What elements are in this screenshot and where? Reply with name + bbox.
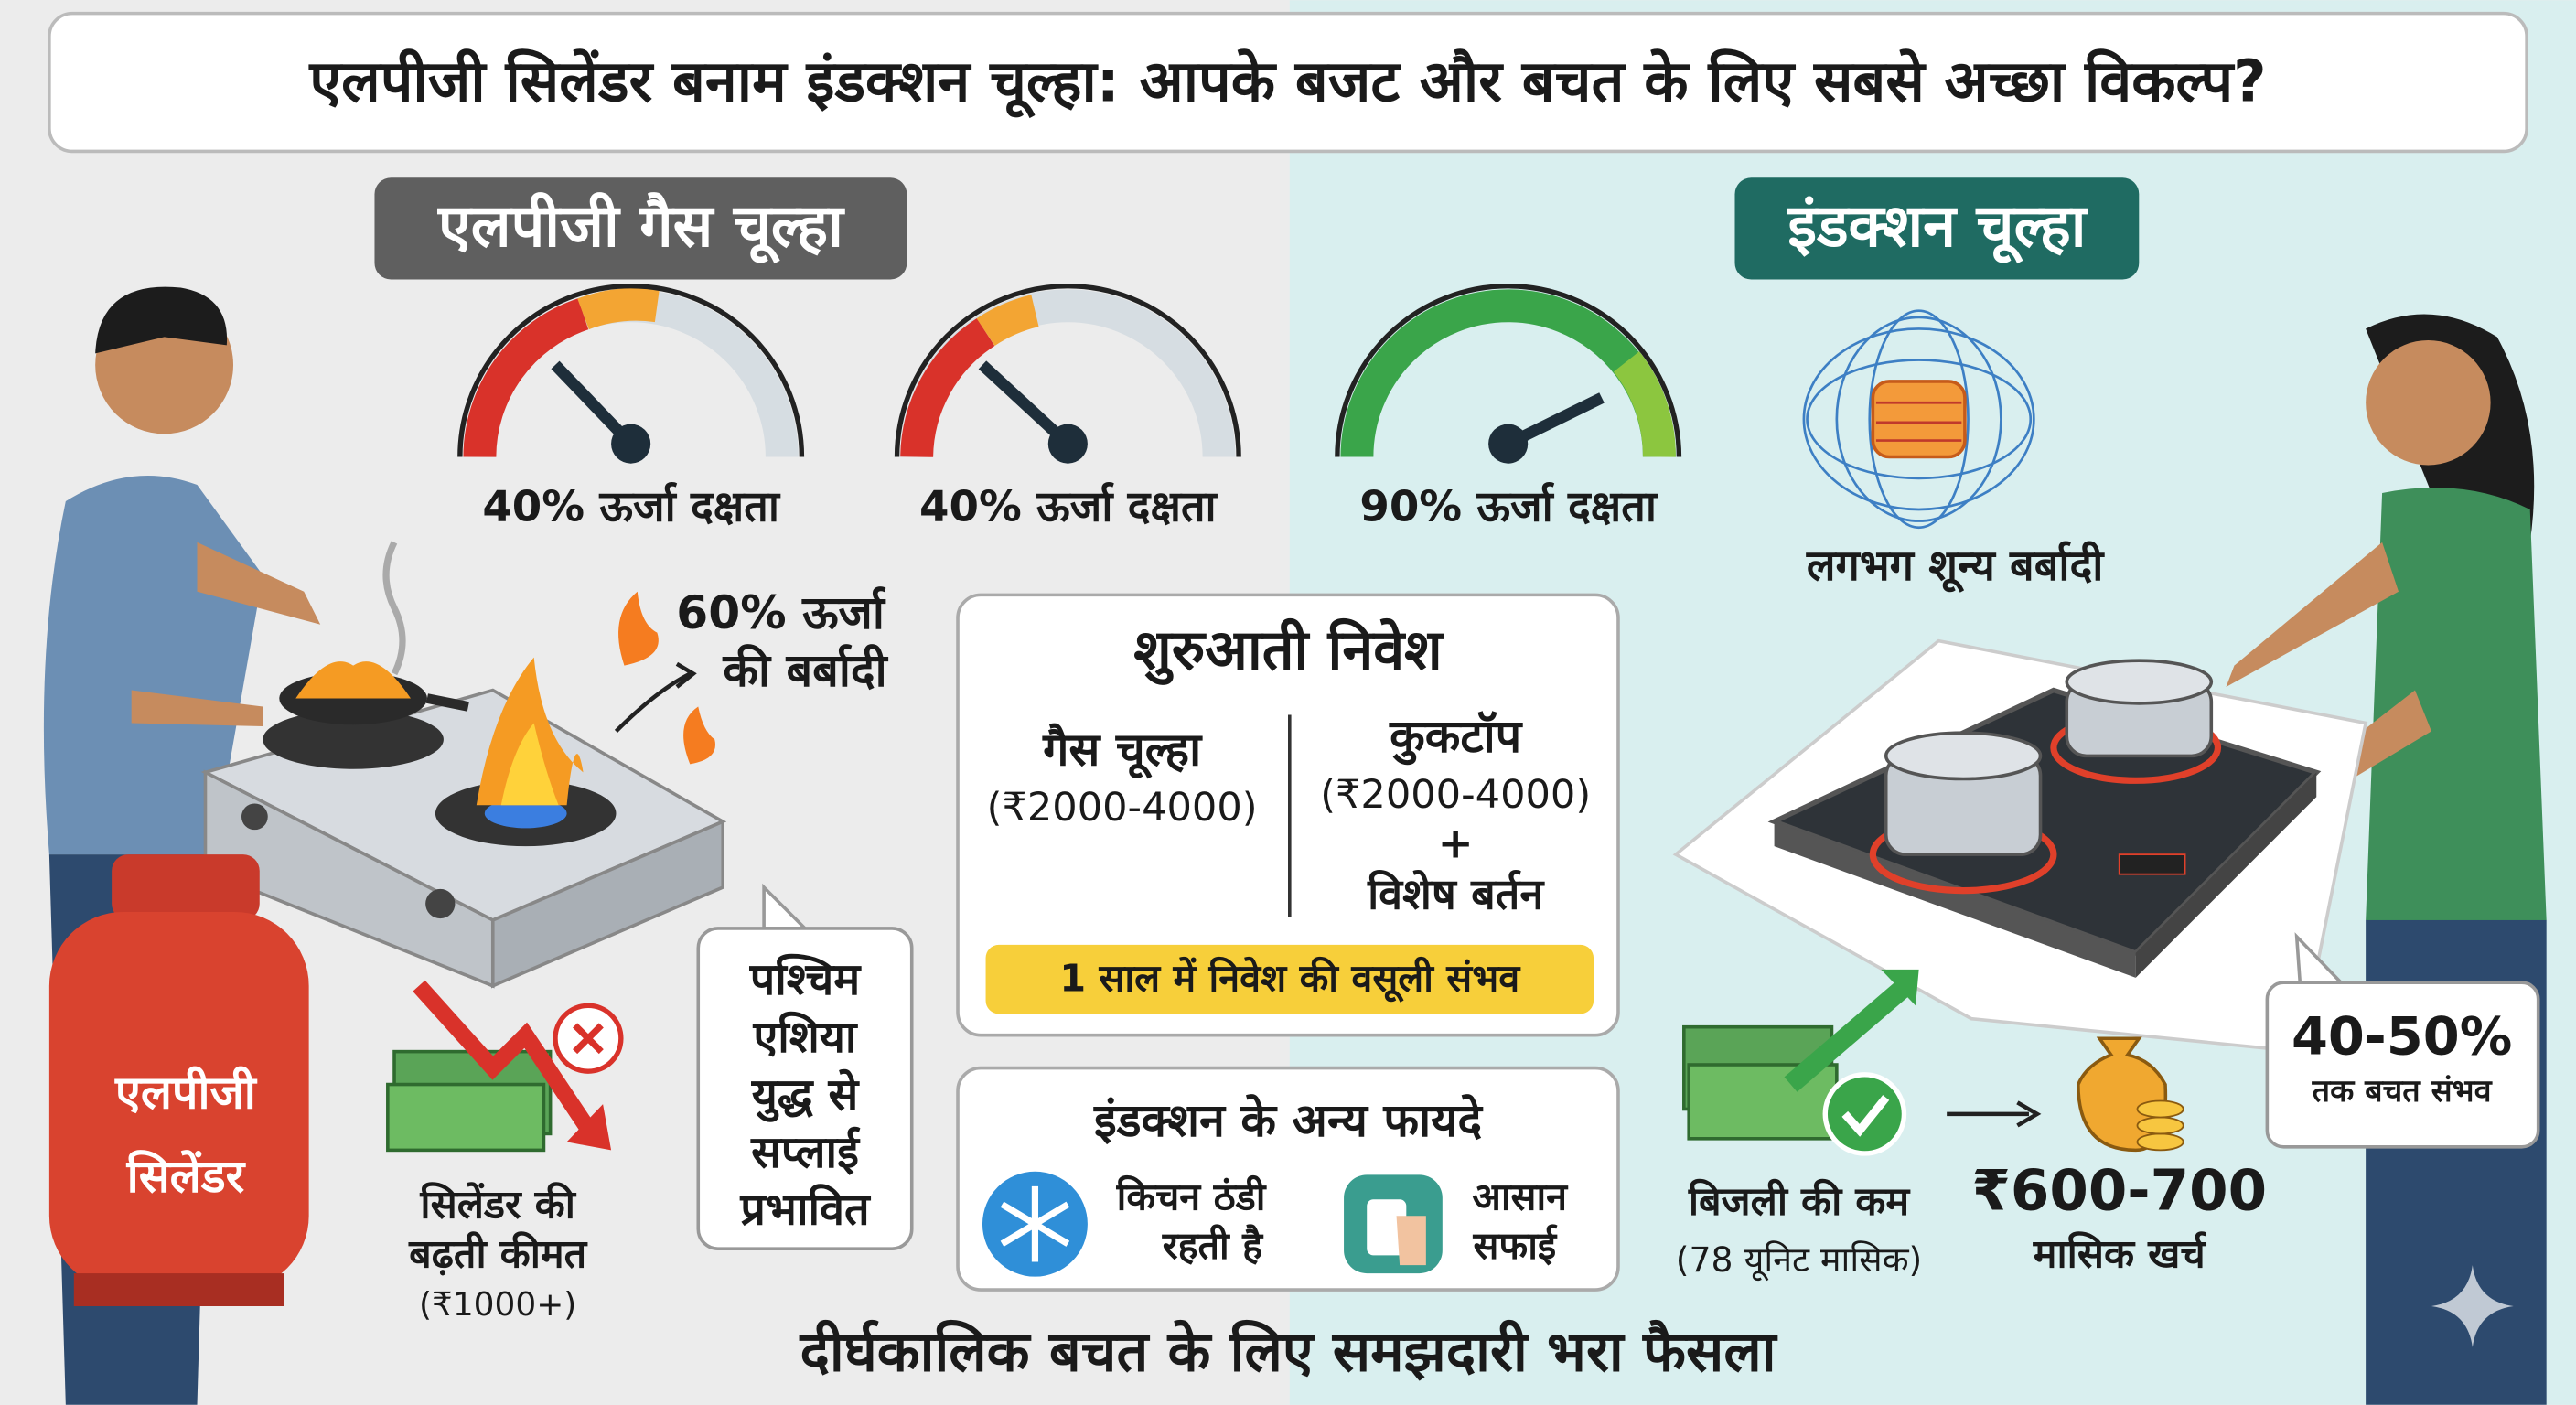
price-icon: [386, 980, 624, 1153]
price-label: (₹1000+): [419, 1286, 576, 1324]
benefit-text: सफाई: [1472, 1224, 1558, 1268]
saving-value: 40-50%: [2292, 1006, 2512, 1067]
cylinder: [48, 854, 309, 1306]
cylinder-label: सिलेंडर: [126, 1149, 247, 1203]
war-text: पश्चिम: [749, 953, 862, 1005]
gauge: [894, 284, 1241, 464]
payback-pill: [985, 944, 1594, 1014]
bill-icon: [1682, 969, 1919, 1156]
saving-label: तक बचत संभव: [2312, 1073, 2493, 1110]
title-box: [48, 11, 2528, 154]
lpg-pill: [374, 177, 907, 280]
price-label: बढ़ती कीमत: [408, 1231, 588, 1278]
war-text: युद्ध से: [751, 1068, 861, 1122]
induction-title: इंडक्शन चूल्हा: [1786, 192, 2088, 264]
cooktop-label: कुकटॉप: [1389, 709, 1524, 766]
benefits-title: इंडक्शन के अन्य फायदे: [1093, 1093, 1483, 1147]
sparkle: [2431, 1265, 2514, 1347]
benefit-text: किचन ठंडी: [1116, 1174, 1267, 1218]
benefits-box: [956, 1066, 1620, 1292]
investment-title: शुरुआती निवेश: [1133, 618, 1444, 686]
benefit-text: रहती है: [1162, 1224, 1264, 1268]
price-label: सिलेंडर की: [419, 1182, 576, 1228]
gauge-label: 40% ऊर्जा दक्षता: [482, 481, 781, 531]
benefit-text: आसान: [1472, 1174, 1569, 1218]
plus: +: [1438, 820, 1474, 869]
war-text: सप्लाई: [750, 1126, 861, 1178]
induction-pill: [1734, 177, 2140, 280]
cooktop-extra: विशेष बर्तन: [1367, 869, 1545, 919]
payback: 1 साल में निवेश की वसूली संभव: [1059, 956, 1521, 1003]
gauge-label: 40% ऊर्जा दक्षता: [919, 481, 1218, 531]
waste-label: की बर्बादी: [722, 643, 888, 697]
saving-bubble: [2265, 981, 2540, 1149]
money-bag: [2077, 1036, 2184, 1153]
gauge-label: 90% ऊर्जा दक्षता: [1359, 481, 1658, 531]
gauge: [1335, 284, 1682, 464]
bill-label: बिजली की कम: [1688, 1178, 1911, 1225]
war-text: एशिया: [753, 1011, 858, 1063]
war-text: प्रभावित: [739, 1184, 872, 1236]
cooktop-price: (₹2000-4000): [1320, 772, 1591, 818]
coil-icon: [1802, 309, 2035, 530]
gas-stove: [200, 541, 727, 989]
induction-cooktop: [1672, 638, 2368, 1054]
war-bubble: [696, 927, 914, 1250]
lpg-title: एलपीजी गैस चूल्हा: [436, 192, 845, 264]
waste-label: लगभग शून्य बर्बादी: [1806, 541, 2105, 593]
gas-label: गैस चूल्हा: [1042, 722, 1203, 778]
gas-price: (₹2000-4000): [987, 785, 1258, 831]
waste-label: 60% ऊर्जा: [676, 585, 886, 639]
clean-icon: [1344, 1174, 1443, 1274]
cost-label: मासिक खर्च: [2033, 1231, 2207, 1278]
cost-value: ₹600-700: [1971, 1158, 2267, 1223]
footer: दीर्घकालिक बचत के लिए समझदारी भरा फैसला: [799, 1319, 1777, 1384]
arrow: [1947, 1100, 2042, 1128]
title: एलपीजी सिलेंडर बनाम इंडक्शन चूल्हा: आपके…: [308, 48, 2266, 119]
bill-units: (78 यूनिट मासिक): [1676, 1239, 1922, 1282]
cylinder-label: एलपीजी: [114, 1066, 258, 1120]
snowflake-icon: [982, 1171, 1088, 1277]
gauge: [457, 284, 805, 464]
